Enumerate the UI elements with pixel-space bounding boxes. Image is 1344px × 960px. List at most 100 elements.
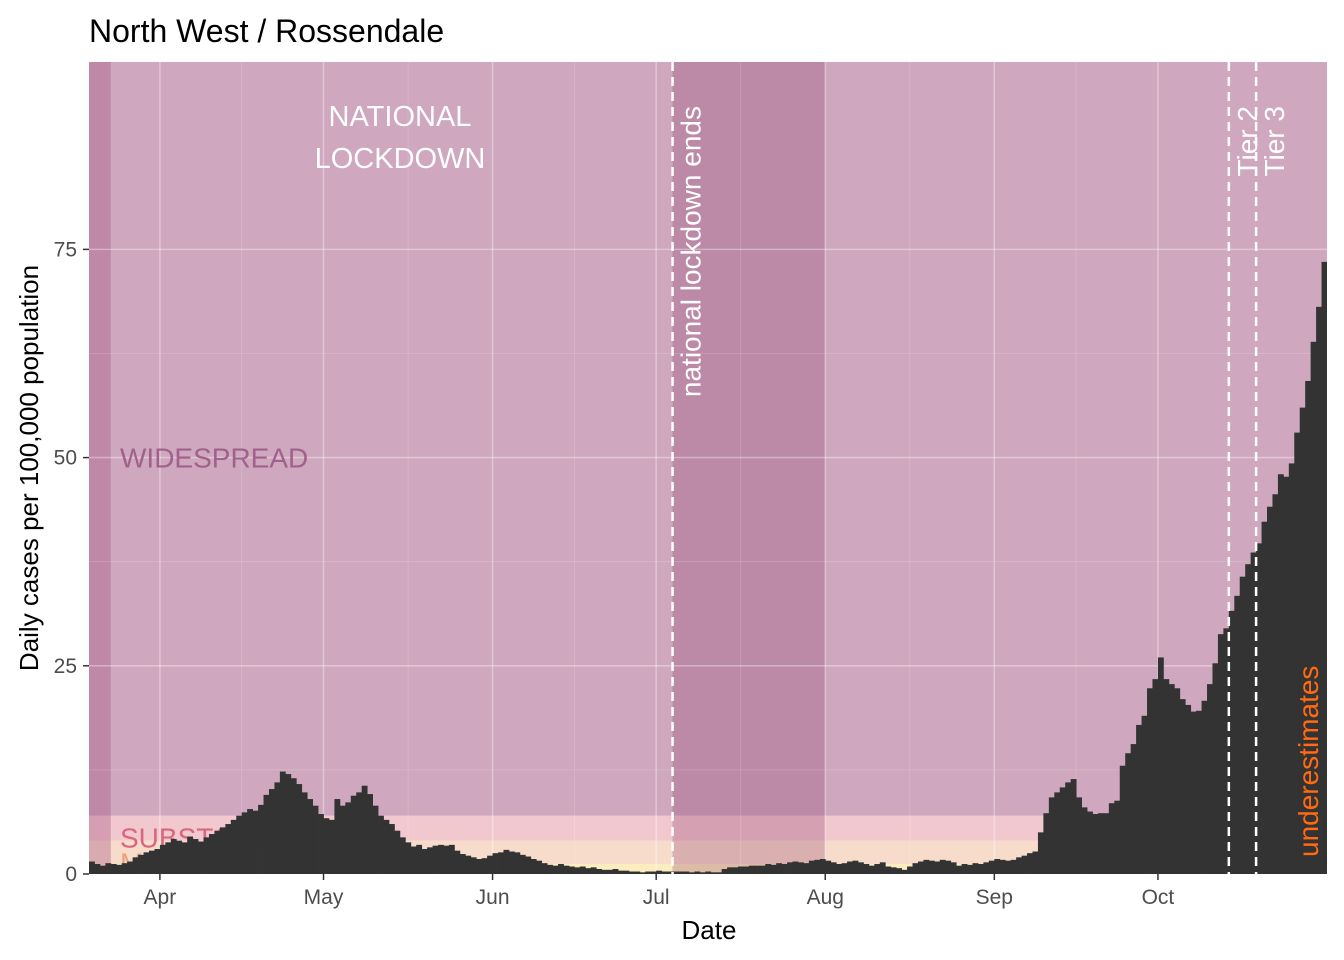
bar bbox=[187, 836, 194, 874]
bar bbox=[307, 799, 314, 874]
bar bbox=[1108, 803, 1115, 874]
bar bbox=[148, 850, 155, 874]
x-tick-label: May bbox=[304, 886, 344, 909]
bar bbox=[836, 864, 843, 874]
bar bbox=[268, 789, 275, 874]
bar bbox=[318, 814, 324, 874]
bar bbox=[1234, 595, 1241, 874]
bar bbox=[896, 868, 903, 874]
bar bbox=[367, 794, 373, 874]
bar bbox=[1310, 341, 1317, 874]
band-widespread bbox=[89, 62, 1327, 816]
bar bbox=[279, 771, 286, 874]
bar bbox=[716, 872, 723, 874]
bar bbox=[247, 809, 254, 874]
bar bbox=[487, 855, 493, 874]
shaded-period-0 bbox=[89, 62, 111, 874]
bar bbox=[94, 864, 101, 874]
bar bbox=[1136, 724, 1142, 874]
bar bbox=[241, 812, 248, 874]
bar bbox=[765, 864, 772, 874]
bar bbox=[885, 866, 892, 874]
bar bbox=[934, 861, 941, 874]
bar bbox=[1316, 306, 1322, 874]
bar bbox=[1239, 576, 1246, 874]
x-axis-label: Date bbox=[682, 915, 737, 945]
bar bbox=[1157, 657, 1164, 874]
bar bbox=[988, 860, 995, 874]
bar bbox=[558, 864, 564, 874]
bar bbox=[901, 869, 908, 874]
bar bbox=[661, 871, 668, 874]
bar bbox=[1037, 832, 1044, 874]
bar bbox=[552, 865, 559, 874]
bar bbox=[1010, 859, 1017, 874]
bar bbox=[1228, 610, 1235, 874]
bar bbox=[754, 865, 761, 874]
bar bbox=[694, 871, 701, 874]
bar bbox=[110, 864, 117, 874]
bar bbox=[917, 861, 924, 874]
bar bbox=[476, 859, 483, 874]
bar bbox=[912, 863, 919, 874]
bar bbox=[972, 863, 979, 874]
bar bbox=[1005, 860, 1012, 874]
bar bbox=[1054, 792, 1061, 874]
bar bbox=[170, 839, 177, 874]
bar bbox=[1103, 813, 1110, 874]
bar bbox=[99, 865, 106, 874]
bar bbox=[1114, 800, 1121, 874]
bar bbox=[650, 871, 657, 874]
shaded-period-1 bbox=[672, 62, 826, 874]
bar bbox=[683, 871, 690, 874]
bar bbox=[999, 859, 1006, 874]
bar bbox=[443, 845, 450, 874]
bar bbox=[143, 852, 150, 874]
bar bbox=[857, 862, 864, 874]
bar bbox=[312, 805, 319, 874]
bar bbox=[639, 872, 646, 874]
bar bbox=[623, 870, 630, 874]
bar bbox=[563, 865, 570, 874]
bar bbox=[334, 799, 341, 874]
gridlines bbox=[89, 62, 1327, 874]
bar bbox=[1092, 814, 1099, 874]
bar bbox=[323, 818, 330, 874]
bar bbox=[345, 802, 352, 874]
bar bbox=[492, 853, 499, 874]
bar bbox=[1021, 855, 1028, 874]
x-tick-label: Sep bbox=[976, 886, 1013, 909]
bar bbox=[656, 870, 663, 874]
bar bbox=[1256, 543, 1262, 874]
bar bbox=[1267, 506, 1273, 874]
bar bbox=[165, 842, 172, 874]
y-tick-label: 75 bbox=[54, 238, 77, 261]
bar bbox=[705, 871, 712, 874]
bar bbox=[154, 849, 161, 874]
bar bbox=[356, 792, 363, 874]
bar bbox=[470, 857, 477, 874]
bar bbox=[1125, 753, 1132, 874]
bar bbox=[956, 865, 962, 874]
bar bbox=[585, 868, 592, 874]
bar bbox=[296, 784, 303, 874]
bar bbox=[1147, 688, 1153, 874]
bar bbox=[219, 827, 226, 874]
bar bbox=[841, 863, 848, 874]
bar bbox=[503, 849, 510, 874]
bar bbox=[628, 871, 635, 874]
bar bbox=[459, 854, 466, 874]
bar bbox=[1299, 407, 1306, 874]
bar bbox=[939, 859, 946, 874]
bar bbox=[797, 862, 804, 874]
bar bbox=[868, 865, 875, 874]
bar bbox=[1065, 782, 1072, 874]
bar bbox=[574, 867, 581, 874]
bar bbox=[1016, 857, 1022, 874]
bar bbox=[176, 840, 183, 874]
bar bbox=[710, 872, 717, 874]
bar bbox=[258, 804, 264, 874]
period-label-line: NATIONAL bbox=[329, 101, 472, 133]
y-tick-label: 0 bbox=[65, 863, 77, 886]
